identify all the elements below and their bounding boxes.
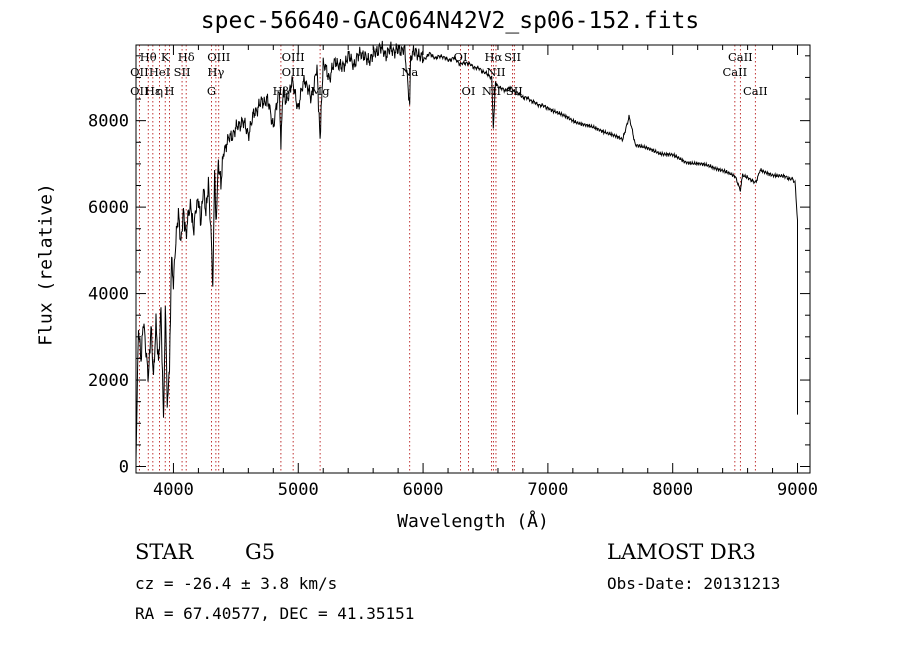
line-label: Mg	[311, 84, 331, 98]
line-label: η	[156, 84, 163, 98]
line-label: HeI	[149, 65, 170, 79]
line-label: CaII	[743, 84, 768, 98]
line-label: Hγ	[207, 65, 224, 79]
x-tick-label: 4000	[153, 480, 194, 500]
x-axis-label: Wavelength (Å)	[397, 511, 549, 532]
line-label: OII	[130, 84, 149, 98]
line-label: Hε	[145, 84, 161, 98]
ra-dec-coordinates: RA = 67.40577, DEC = 41.35151	[135, 604, 415, 623]
line-label: CaII	[728, 50, 753, 64]
x-tick-label: 7000	[527, 480, 568, 500]
x-tick-label: 6000	[403, 480, 444, 500]
survey-name: LAMOST DR3	[607, 540, 756, 564]
line-label: SII	[174, 65, 191, 79]
line-label: NII	[482, 84, 501, 98]
line-label: H	[165, 84, 175, 98]
x-tick-label: 9000	[777, 480, 818, 500]
line-label: OIII	[282, 65, 305, 79]
y-tick-label: 2000	[88, 371, 129, 391]
spectrum-line	[135, 40, 798, 461]
y-tick-label: 0	[119, 458, 129, 478]
line-label: OIII	[282, 50, 305, 64]
line-label: OI	[454, 50, 468, 64]
line-label: Hδ	[178, 50, 195, 64]
emission-line-markers	[138, 45, 756, 473]
line-label: OI	[462, 84, 476, 98]
line-label: NII	[486, 65, 505, 79]
plot-frame	[135, 44, 811, 474]
line-label: Hθ	[140, 50, 157, 64]
line-label: OII	[130, 65, 149, 79]
line-label: OIII	[207, 50, 230, 64]
y-tick-label: 8000	[88, 112, 129, 132]
x-tick-label: 5000	[278, 480, 319, 500]
x-tick-label: 8000	[652, 480, 693, 500]
y-axis-label: Flux (relative)	[35, 183, 57, 346]
line-label: K	[161, 50, 170, 64]
redshift-velocity: cz = -26.4 ± 3.8 km/s	[135, 574, 338, 593]
line-label: Hα	[484, 50, 502, 64]
object-class: STAR	[135, 540, 194, 564]
y-axis-ticks: 0 2000 4000 6000 8000	[88, 55, 810, 478]
line-label: G	[207, 84, 216, 98]
y-tick-label: 4000	[88, 285, 129, 305]
line-label: SII	[504, 50, 521, 64]
chart-title: spec-56640-GAC064N42V2_sp06-152.fits	[200, 8, 700, 34]
y-tick-label: 6000	[88, 198, 129, 218]
observation-date: Obs-Date: 20131213	[607, 574, 781, 593]
x-axis-ticks: 4000 5000 6000 7000 8000 9000	[153, 45, 818, 500]
line-label: CaII	[722, 65, 747, 79]
object-subclass: G5	[245, 540, 276, 564]
